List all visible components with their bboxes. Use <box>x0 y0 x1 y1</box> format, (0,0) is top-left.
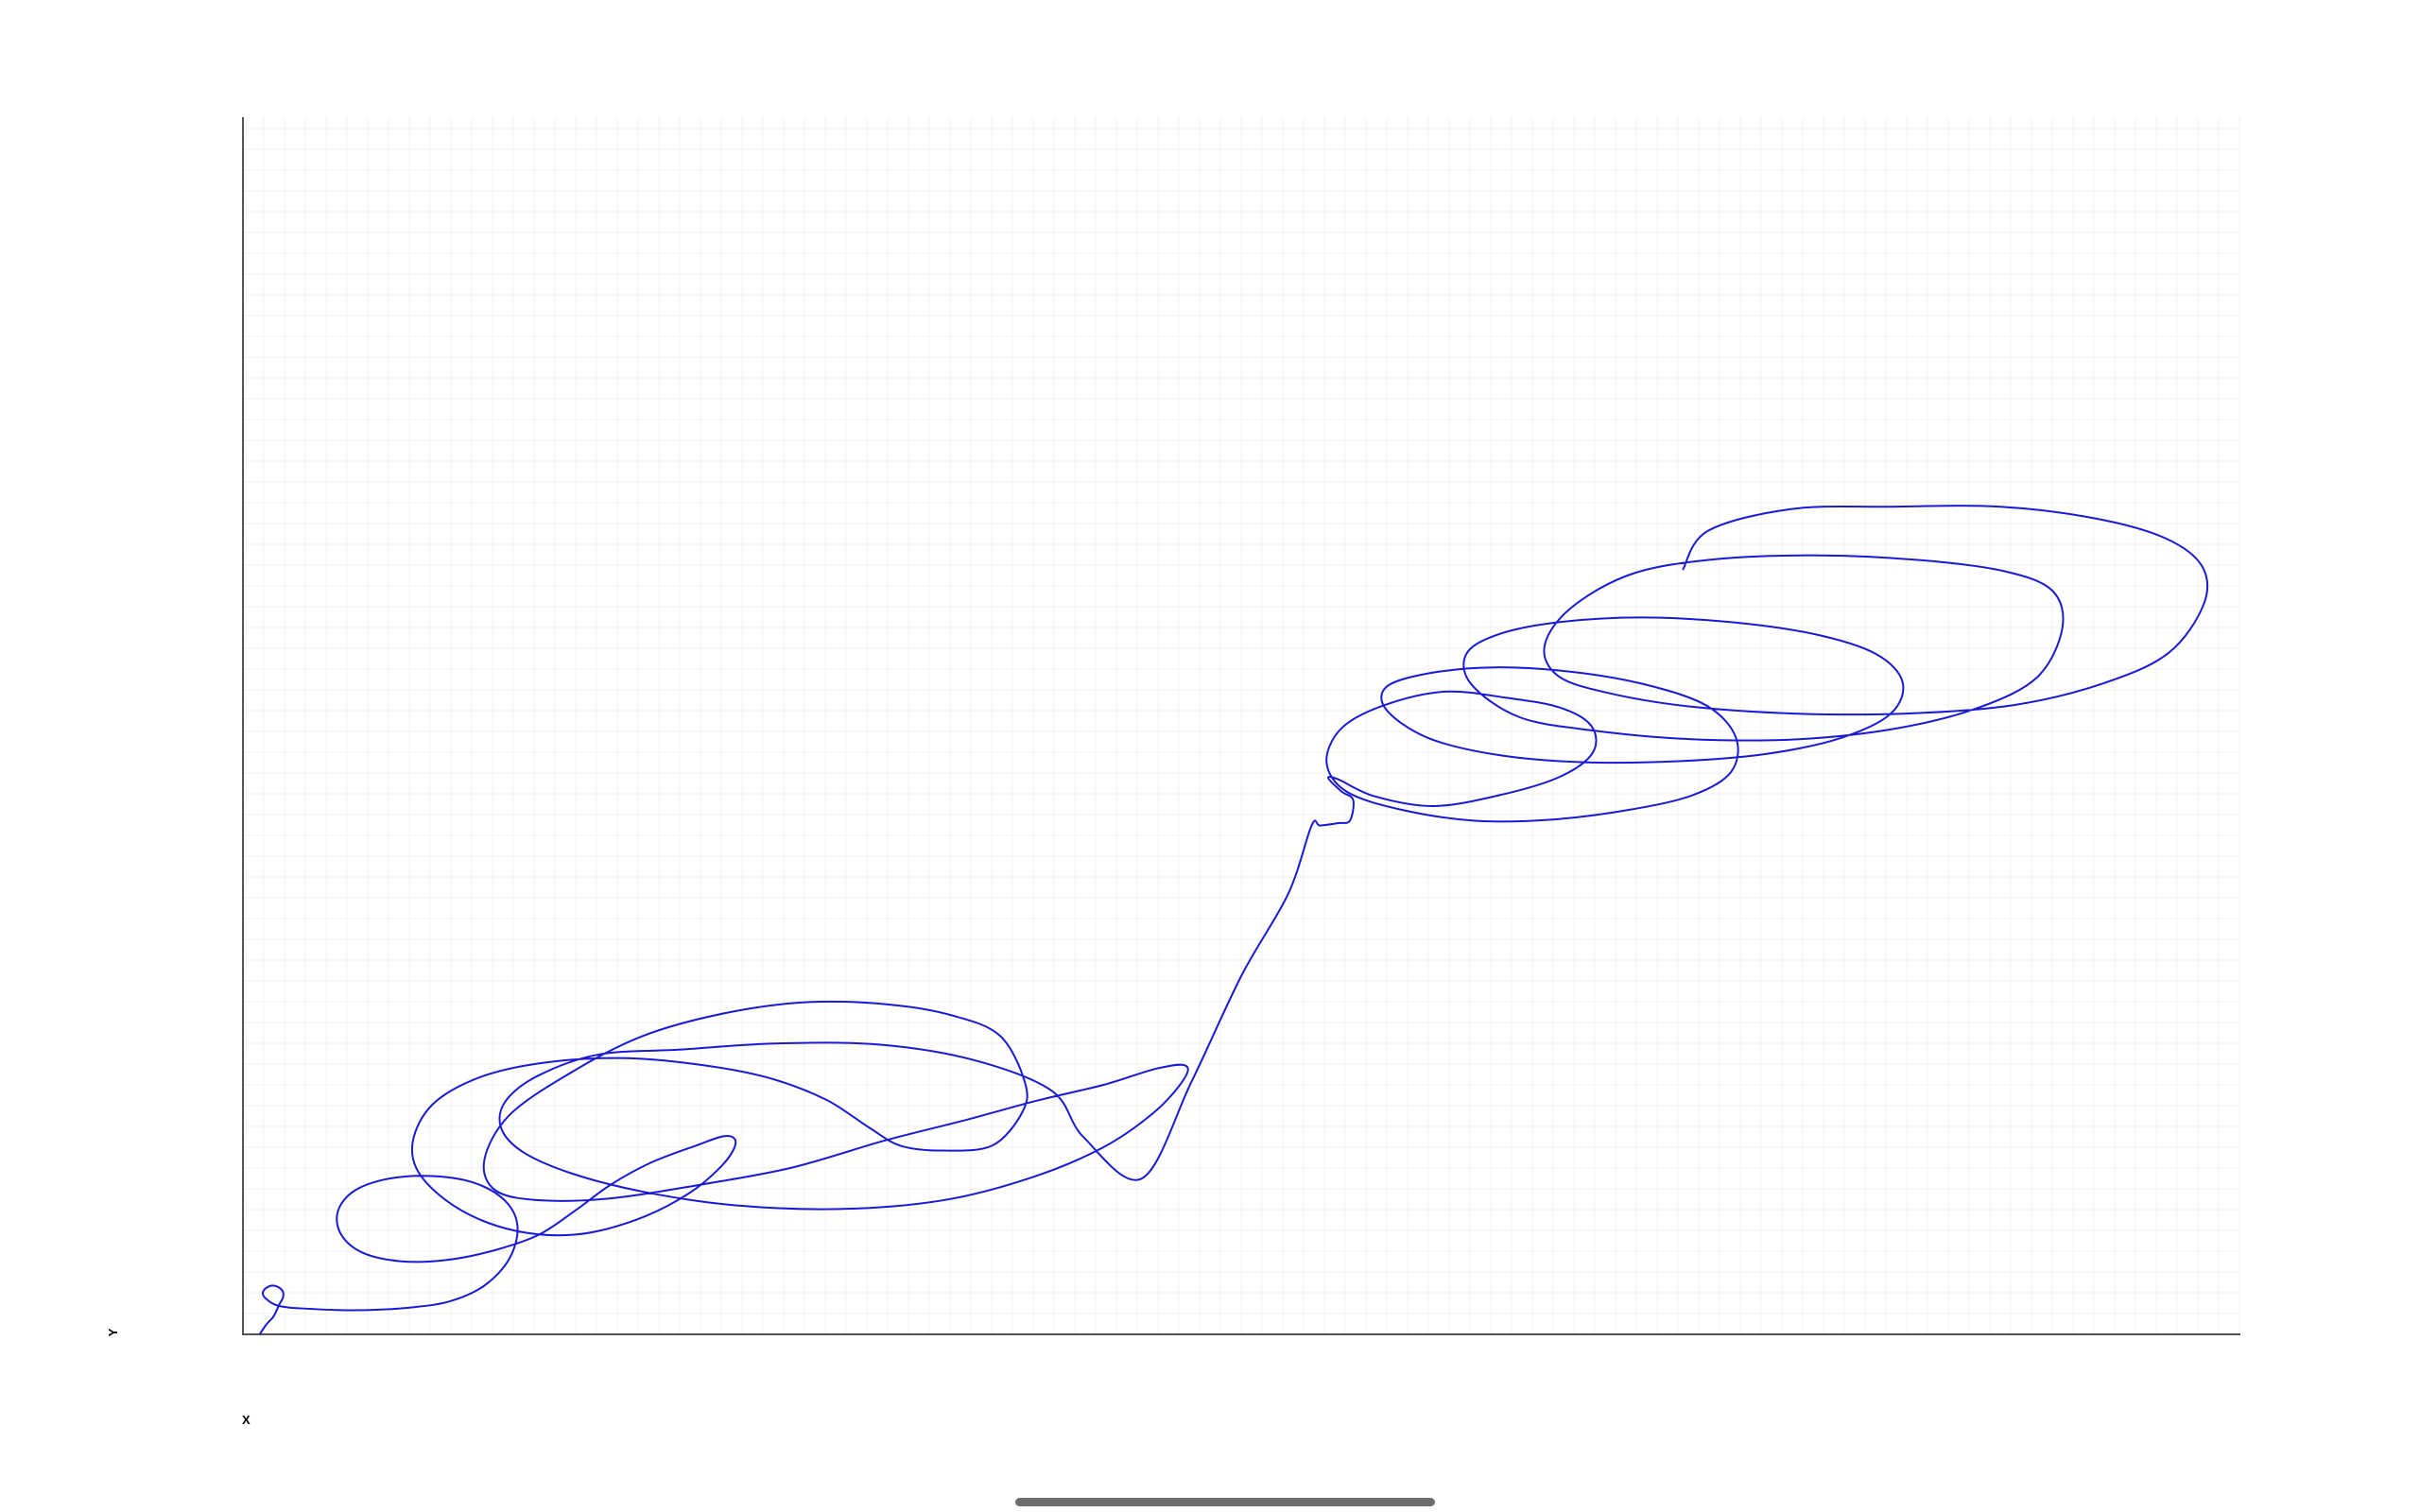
home-indicator[interactable] <box>1015 1498 1435 1506</box>
series-line-path <box>258 505 2209 1335</box>
grid <box>242 117 2240 1335</box>
y-axis-title: Y <box>106 1328 120 1336</box>
axes <box>242 117 2240 1335</box>
series-layer <box>258 505 2209 1335</box>
x-axis-title: X <box>242 1413 251 1427</box>
